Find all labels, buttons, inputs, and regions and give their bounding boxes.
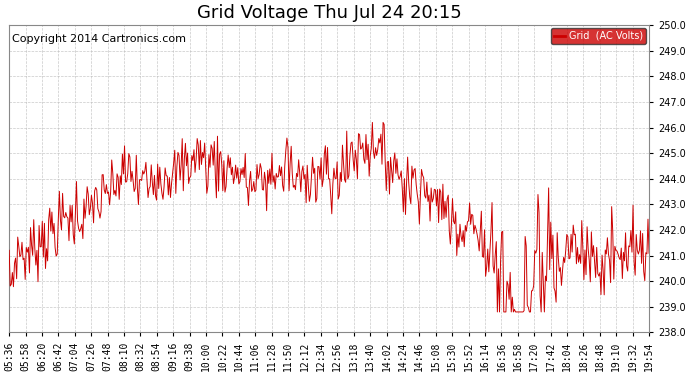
Title: Grid Voltage Thu Jul 24 20:15: Grid Voltage Thu Jul 24 20:15 <box>197 4 462 22</box>
Text: Copyright 2014 Cartronics.com: Copyright 2014 Cartronics.com <box>12 34 186 44</box>
Legend: Grid  (AC Volts): Grid (AC Volts) <box>551 28 646 44</box>
